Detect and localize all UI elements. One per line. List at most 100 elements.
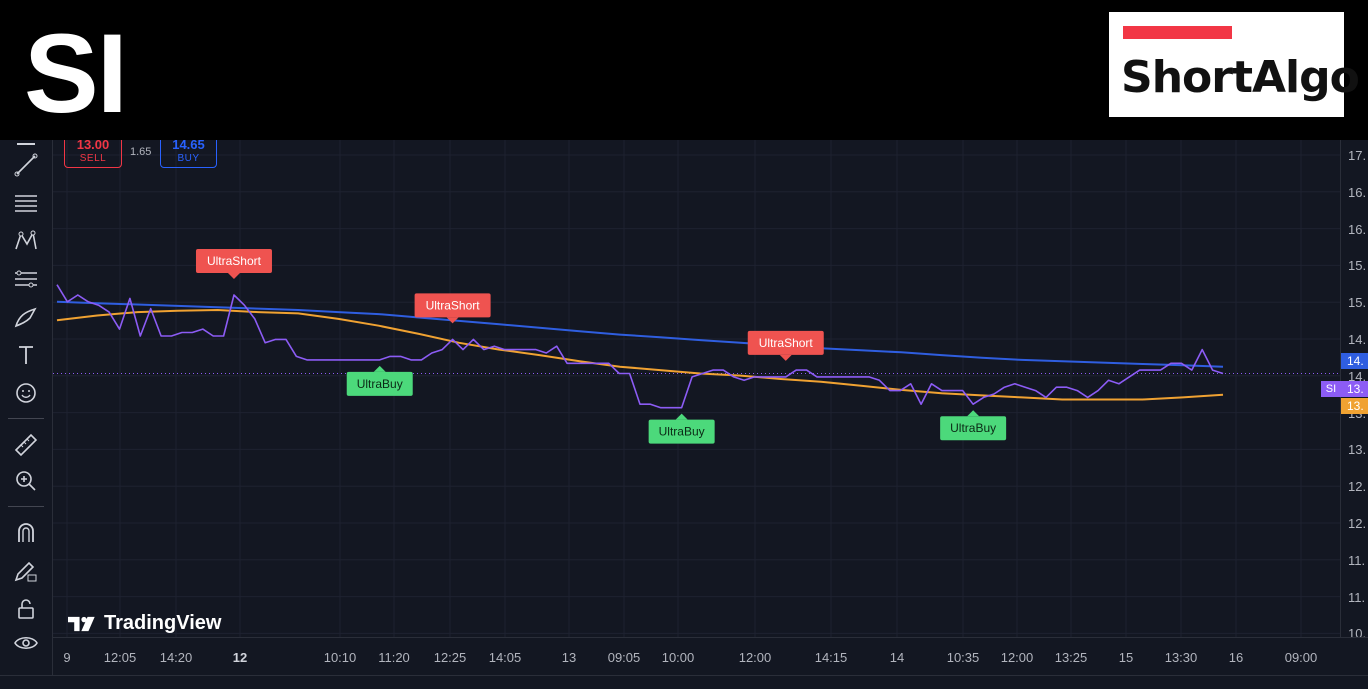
time-tick-label: 12:00 bbox=[1000, 650, 1034, 665]
emoji-icon bbox=[16, 383, 36, 403]
price-series-line[interactable] bbox=[56, 284, 1224, 409]
eye-icon bbox=[14, 636, 38, 650]
ultra-buy-signal[interactable]: UltraBuy bbox=[940, 410, 1007, 441]
sell-price: 13.00 bbox=[76, 140, 110, 152]
time-tick-label: 12 bbox=[232, 650, 248, 665]
orange-moving-average-line[interactable] bbox=[56, 309, 1224, 401]
header-banner: SI ShortAlgo bbox=[0, 0, 1368, 140]
ultra-buy-signal[interactable]: UltraBuy bbox=[346, 365, 413, 396]
price-axis[interactable]: 17.16.16.15.15.14.14.13.13.12.12.11.11.1… bbox=[1321, 140, 1368, 641]
text-tool-button[interactable] bbox=[8, 340, 44, 370]
zoom-in-tool-button[interactable] bbox=[8, 466, 44, 496]
signal-label-bg bbox=[747, 330, 824, 355]
time-tick-label: 11:20 bbox=[378, 650, 410, 665]
text-icon bbox=[19, 346, 33, 364]
sell-label: SELL bbox=[79, 153, 107, 164]
price-tick-label: 11. bbox=[1348, 552, 1366, 568]
time-tick-label: 10:35 bbox=[946, 650, 980, 665]
signal-pointer bbox=[675, 413, 688, 420]
lock-draw-tool-button[interactable] bbox=[8, 556, 44, 586]
time-tick-label: 13:30 bbox=[1164, 650, 1198, 665]
price-tick-label: 15. bbox=[1348, 258, 1367, 274]
fib-tool-button[interactable] bbox=[8, 264, 44, 294]
ultra-short-signal[interactable]: UltraShort bbox=[747, 330, 824, 361]
buy-price: 14.65 bbox=[172, 140, 205, 152]
brush-icon bbox=[14, 307, 37, 328]
time-tick-label: 14:20 bbox=[159, 650, 193, 665]
signal-label-text: UltraBuy bbox=[659, 425, 705, 439]
signal-label-bg bbox=[414, 293, 491, 318]
pattern-icon bbox=[15, 230, 37, 250]
signal-label-bg bbox=[195, 248, 272, 273]
ruler-icon bbox=[14, 433, 38, 457]
logo-accent-bar bbox=[1123, 26, 1232, 39]
lock-icon bbox=[18, 599, 34, 619]
fib-icon bbox=[15, 270, 37, 288]
emoji-tool-button[interactable] bbox=[8, 378, 44, 408]
tradingview-watermark: TradingView bbox=[68, 612, 221, 635]
time-tick-label: 12:25 bbox=[433, 650, 467, 665]
watermark-text: TradingView bbox=[104, 612, 222, 634]
time-tick-label: 12:05 bbox=[103, 650, 137, 665]
crosshair-icon bbox=[17, 143, 35, 145]
price-tick-label: 14. bbox=[1348, 332, 1367, 347]
time-tick-label: 15 bbox=[1118, 650, 1134, 665]
lock-draw-icon bbox=[14, 561, 37, 582]
symbol-price-tag: SI bbox=[1321, 381, 1341, 397]
time-tick-label: 13 bbox=[561, 650, 577, 665]
horizontal-lines-icon bbox=[15, 195, 37, 212]
buy-label: BUY bbox=[177, 153, 200, 164]
buy-button[interactable]: 14.65 BUY bbox=[160, 140, 217, 168]
signal-label-bg bbox=[940, 416, 1007, 441]
time-tick-label: 09:05 bbox=[607, 650, 641, 665]
time-axis[interactable]: 9 12:05 14:20 12 10:10 11:20 12:25 14:05 13 09:05… bbox=[53, 637, 1368, 676]
sell-button[interactable]: 13.00 SELL bbox=[64, 140, 122, 168]
ruler-tool-button[interactable] bbox=[8, 430, 44, 460]
signal-label-text: UltraShort bbox=[759, 336, 814, 350]
ticker-symbol: SI bbox=[24, 11, 128, 136]
price-tick-label: 15. bbox=[1348, 295, 1367, 311]
time-tick-label: 12:00 bbox=[738, 650, 772, 665]
signal-label-text: UltraShort bbox=[207, 254, 262, 268]
price-chart[interactable]: UltraShort UltraBuy UltraShort UltraBuy Ultr… bbox=[53, 140, 1340, 637]
signal-pointer bbox=[446, 317, 459, 324]
time-tick-label: 10:10 bbox=[323, 650, 357, 665]
chart-area: UltraShort UltraBuy UltraShort UltraBuy Ultr… bbox=[0, 140, 1368, 689]
orange-ma-price-tag: 13. bbox=[1341, 398, 1368, 414]
toolbar-separator bbox=[8, 506, 44, 507]
ultra-buy-signal[interactable]: UltraBuy bbox=[648, 413, 715, 444]
tradingview-logo-icon bbox=[68, 616, 95, 631]
signal-pointer bbox=[227, 272, 240, 279]
time-tick-label: 14 bbox=[889, 650, 905, 665]
magnet-icon bbox=[18, 523, 34, 542]
blue-moving-average-line[interactable] bbox=[56, 300, 1224, 368]
trend-line-icon bbox=[14, 153, 38, 177]
pattern-tool-button[interactable] bbox=[8, 226, 44, 256]
ultra-short-signal[interactable]: UltraShort bbox=[414, 293, 491, 324]
zoom-in-icon bbox=[16, 471, 36, 491]
eye-tool-button[interactable] bbox=[8, 628, 44, 658]
price-tick-label: 16. bbox=[1348, 221, 1367, 237]
signal-label-bg bbox=[648, 419, 715, 444]
price-tick-label: 12. bbox=[1348, 479, 1367, 495]
ultra-short-signal[interactable]: UltraShort bbox=[195, 248, 272, 279]
time-tick-label: 16 bbox=[1228, 650, 1244, 665]
signal-label-bg bbox=[346, 371, 413, 396]
trend-line-tool-button[interactable] bbox=[8, 150, 44, 180]
horizontal-lines-tool-button[interactable] bbox=[8, 188, 44, 218]
logo-text: ShortAlgo bbox=[1121, 52, 1360, 103]
spread-value: 1.65 bbox=[130, 146, 152, 158]
signal-pointer bbox=[967, 410, 980, 417]
brush-tool-button[interactable] bbox=[8, 302, 44, 332]
crosshair-tool-button[interactable] bbox=[8, 140, 44, 168]
time-tick-label: 13:25 bbox=[1054, 650, 1088, 665]
price-tick-label: 12. bbox=[1348, 516, 1367, 531]
lock-tool-button[interactable] bbox=[8, 594, 44, 624]
time-tick-label: 09:00 bbox=[1284, 650, 1318, 665]
price-tick-label: 14. bbox=[1348, 368, 1367, 384]
signal-label-text: UltraShort bbox=[426, 298, 481, 312]
blue-ma-price-tag: 14. bbox=[1341, 353, 1368, 369]
signal-pointer bbox=[373, 365, 386, 372]
magnet-tool-button[interactable] bbox=[8, 518, 44, 548]
time-tick-label: 9 bbox=[63, 650, 71, 665]
